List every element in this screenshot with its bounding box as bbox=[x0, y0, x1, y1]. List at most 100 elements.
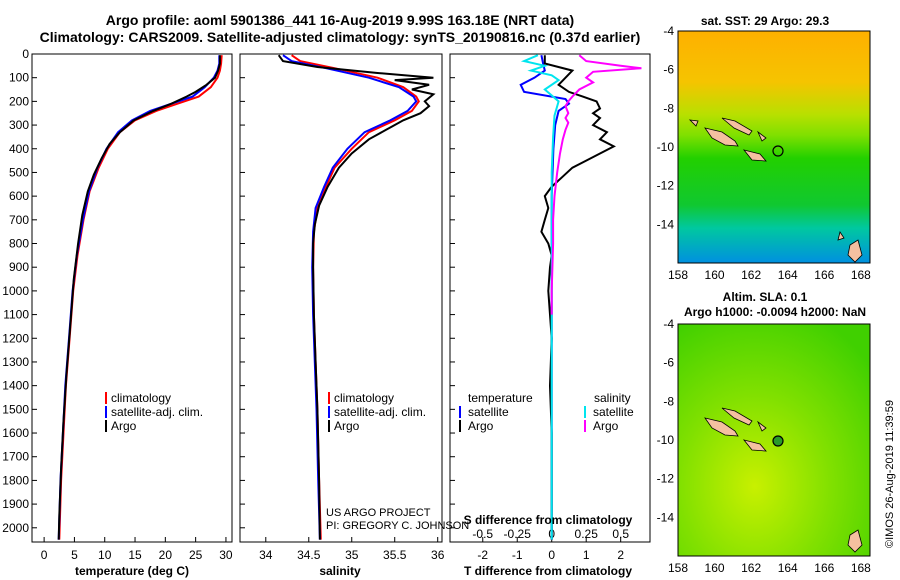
map-lon-label: 160 bbox=[705, 268, 725, 282]
salinity-difference-label: S difference from climatology bbox=[464, 513, 633, 527]
depth-tick-label: 1600 bbox=[2, 426, 29, 440]
difference-panel bbox=[449, 53, 651, 543]
difference-axis-label: T difference from climatology bbox=[464, 564, 632, 578]
depth-tick-label: 600 bbox=[9, 189, 29, 203]
depth-tick-label: 1500 bbox=[2, 402, 29, 416]
salinity-lines bbox=[277, 54, 436, 540]
legend-argo: Argo bbox=[334, 419, 360, 433]
legend-satellite: satellite-adj. clim. bbox=[111, 405, 203, 419]
legend-satellite: satellite-adj. clim. bbox=[334, 405, 426, 419]
header-line2: Climatology: CARS2009. Satellite-adjuste… bbox=[40, 29, 641, 45]
x-tick-label: 1 bbox=[583, 548, 590, 562]
map-lat-label: -10 bbox=[657, 140, 675, 154]
sla-map-lon-labels: 158 160 162 164 166 168 bbox=[668, 561, 871, 575]
map-lat-label: -6 bbox=[663, 63, 674, 77]
sst-map-islands bbox=[688, 117, 863, 263]
temperature-axis-label: temperature (deg C) bbox=[75, 564, 189, 578]
s-tick-label: -0.25 bbox=[504, 527, 532, 541]
map-lon-label: 158 bbox=[668, 561, 688, 575]
sst-map-lat-labels: -4 -6 -8 -10 -12 -14 bbox=[657, 24, 675, 231]
x-tick-label: 25 bbox=[189, 548, 203, 562]
map-lon-label: 166 bbox=[814, 268, 834, 282]
temperature-tick-labels: 0 5 10 15 20 25 30 bbox=[32, 53, 233, 562]
map-lat-label: -14 bbox=[657, 510, 675, 524]
map-lat-label: -14 bbox=[657, 217, 675, 231]
imos-watermark: ©IMOS 26-Aug-2019 11:39:59 bbox=[884, 400, 896, 548]
salinity-tick-labels: 34 34.5 35 35.5 36 bbox=[240, 53, 445, 562]
pi-credit: PI: GREGORY C. JOHNSON bbox=[326, 520, 469, 532]
salinity-legend: climatology satellite-adj. clim. Argo bbox=[328, 391, 426, 433]
depth-tick-label: 1400 bbox=[2, 379, 29, 393]
sla-map-title: Altim. SLA: 0.1 bbox=[723, 290, 808, 304]
map-lat-label: -6 bbox=[663, 356, 674, 370]
depth-tick-label: 900 bbox=[9, 260, 29, 274]
x-tick-label: 0 bbox=[548, 548, 555, 562]
difference-legend: temperature satellite Argo salinity sate… bbox=[459, 391, 634, 433]
map-lon-label: 164 bbox=[778, 561, 798, 575]
map-lat-label: -10 bbox=[657, 433, 675, 447]
legend-s-satellite: satellite bbox=[593, 405, 634, 419]
depth-tick-label: 1200 bbox=[2, 331, 29, 345]
map-lat-label: -4 bbox=[663, 24, 674, 38]
sla-argo-marker bbox=[772, 435, 784, 447]
x-tick-label: 36 bbox=[431, 548, 445, 562]
x-tick-label: 20 bbox=[159, 548, 173, 562]
project-credit: US ARGO PROJECT bbox=[326, 507, 431, 519]
depth-tick-label: 700 bbox=[9, 213, 29, 227]
depth-tick-label: 1100 bbox=[3, 308, 29, 322]
sla-map-subtitle: Argo h1000: -0.0094 h2000: NaN bbox=[684, 305, 866, 319]
x-tick-label: 10 bbox=[98, 548, 112, 562]
map-lon-label: 162 bbox=[741, 561, 761, 575]
depth-tick-label: 200 bbox=[9, 94, 29, 108]
legend-t-satellite: satellite bbox=[468, 405, 509, 419]
depth-tick-label: 800 bbox=[9, 237, 29, 251]
salinity-difference-tick-labels: -0.5 -0.25 0 0.25 0.5 bbox=[472, 527, 629, 541]
map-lon-label: 168 bbox=[851, 561, 871, 575]
depth-tick-label: 300 bbox=[9, 118, 29, 132]
depth-tick-labels: 0 100 200 300 400 500 600 700 800 900 1000 1100 1200… bbox=[2, 47, 29, 535]
map-lat-label: -8 bbox=[663, 394, 674, 408]
depth-tick-label: 1900 bbox=[2, 497, 29, 511]
x-tick-label: 0 bbox=[41, 548, 48, 562]
depth-tick-label: 100 bbox=[9, 71, 29, 85]
x-tick-label: -1 bbox=[512, 548, 523, 562]
map-lon-label: 162 bbox=[741, 268, 761, 282]
map-lon-label: 168 bbox=[851, 268, 871, 282]
temperature-panel bbox=[31, 53, 233, 543]
x-tick-label: 15 bbox=[128, 548, 142, 562]
x-tick-label: -2 bbox=[477, 548, 488, 562]
s-tick-label: -0.5 bbox=[472, 527, 493, 541]
x-tick-label: 5 bbox=[71, 548, 78, 562]
salinity-panel bbox=[239, 53, 443, 543]
legend-climatology: climatology bbox=[334, 391, 394, 405]
map-lon-label: 166 bbox=[814, 561, 834, 575]
map-lat-label: -4 bbox=[663, 317, 674, 331]
depth-tick-label: 2000 bbox=[2, 521, 29, 535]
depth-tick-label: 1300 bbox=[2, 355, 29, 369]
depth-tick-label: 1800 bbox=[2, 473, 29, 487]
series-line-s-argo bbox=[550, 54, 642, 315]
legend-salinity-title: salinity bbox=[594, 391, 631, 405]
sst-map-lon-labels: 158 160 162 164 166 168 bbox=[668, 268, 871, 282]
legend-climatology: climatology bbox=[111, 391, 171, 405]
x-tick-label: 34.5 bbox=[297, 548, 321, 562]
legend-s-argo: Argo bbox=[593, 419, 619, 433]
map-lon-label: 158 bbox=[668, 268, 688, 282]
sla-map-lat-labels: -4 -6 -8 -10 -12 -14 bbox=[657, 317, 675, 524]
map-lat-label: -8 bbox=[663, 101, 674, 115]
legend-argo: Argo bbox=[111, 419, 137, 433]
depth-tick-label: 1000 bbox=[2, 284, 29, 298]
map-lat-label: -12 bbox=[657, 179, 675, 193]
x-tick-label: 35.5 bbox=[383, 548, 407, 562]
depth-tick-label: 400 bbox=[9, 142, 29, 156]
salinity-axis-label: salinity bbox=[319, 564, 361, 578]
temperature-legend: climatology satellite-adj. clim. Argo bbox=[105, 391, 203, 433]
s-tick-label: 0.5 bbox=[612, 527, 629, 541]
x-tick-label: 2 bbox=[617, 548, 624, 562]
series-line-argo bbox=[57, 55, 221, 540]
depth-tick-label: 0 bbox=[22, 47, 29, 61]
map-lon-label: 164 bbox=[778, 268, 798, 282]
sst-map-title: sat. SST: 29 Argo: 29.3 bbox=[701, 14, 830, 28]
map-lat-label: -12 bbox=[657, 472, 675, 486]
